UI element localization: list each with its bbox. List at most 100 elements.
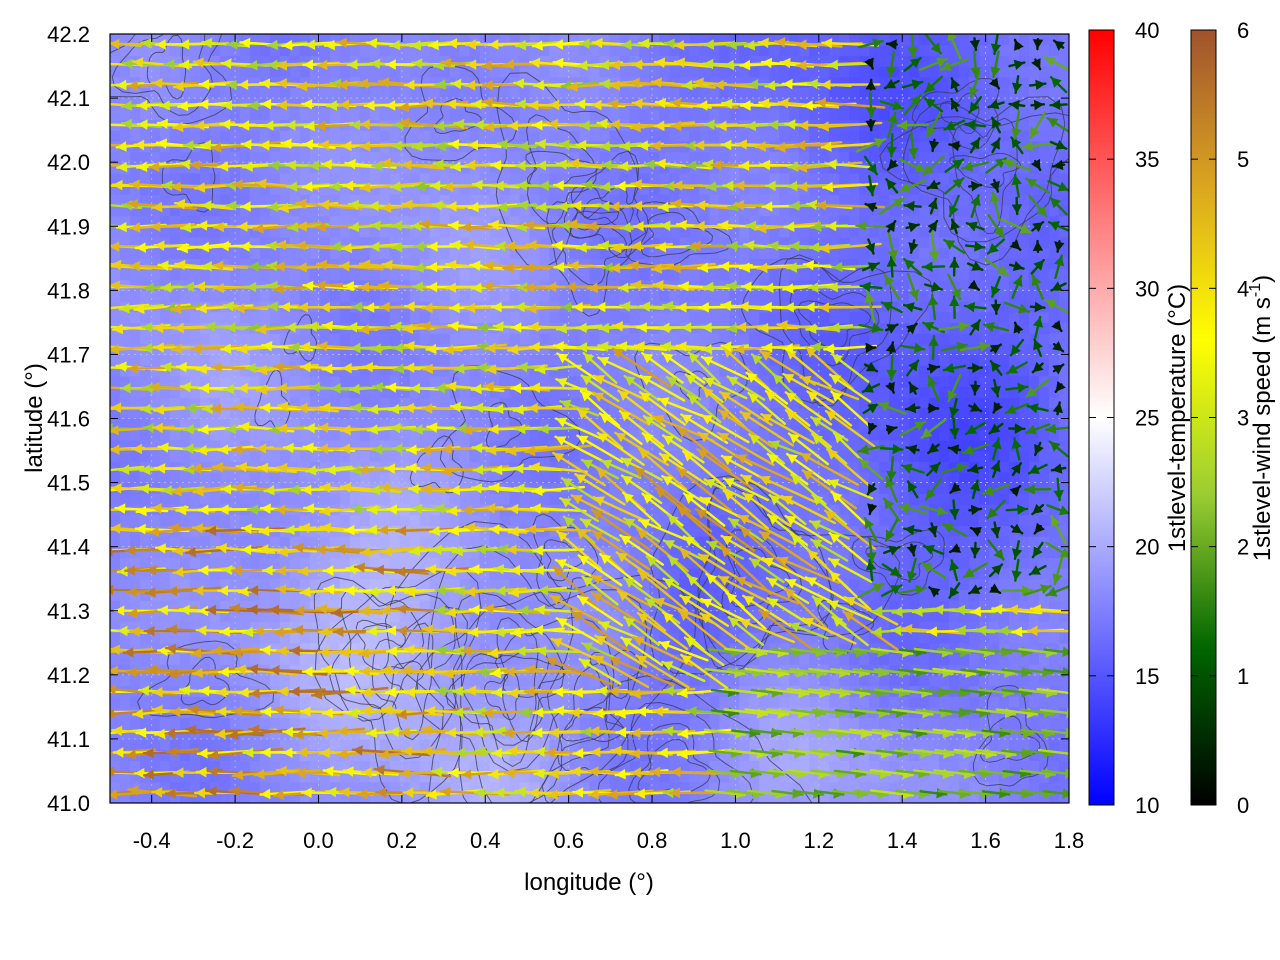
heat-cell [389,375,401,388]
heat-cell [609,236,621,249]
heat-cell [569,247,581,259]
heat-cell [639,407,650,420]
heat-cell [579,130,591,142]
heat-cell [130,642,141,655]
heat-cell [489,600,501,612]
heat-cell [279,311,291,323]
heat-cell [179,226,191,238]
heat-cell [569,578,581,590]
heat-cell [209,514,221,526]
heat-cell [579,354,591,366]
heat-cell [239,397,251,409]
heat-cell [309,269,321,281]
heat-cell [509,172,521,185]
heat-cell [459,653,471,665]
heat-cell [559,290,571,302]
heat-cell [159,760,171,772]
heat-cell [289,98,301,110]
heat-cell [679,514,690,526]
heat-cell [339,653,351,665]
heat-cell [249,792,261,803]
heat-cell [629,525,641,537]
heat-cell [599,226,611,238]
heat-cell [419,642,431,655]
heat-cell [299,674,311,687]
heat-cell [120,536,131,548]
heat-cell [679,354,690,366]
heat-cell [319,642,331,655]
heat-cell [649,183,660,195]
heat-cell [629,482,641,494]
heat-cell [199,66,211,78]
heat-cell [759,407,770,420]
heat-cell [219,397,231,409]
heat-cell [789,311,800,323]
heat-cell [409,610,421,623]
heat-cell [739,642,750,655]
heat-cell [309,749,321,761]
heat-cell [379,194,391,206]
heat-cell [110,653,121,665]
heat-cell [529,536,541,548]
heat-cell [279,108,291,121]
heat-cell [519,610,531,623]
heat-cell [699,172,710,185]
heat-cell [499,87,511,99]
heat-cell [699,236,710,249]
heat-cell [439,269,451,281]
heat-cell [259,343,271,355]
heat-cell [329,215,341,227]
heat-cell [719,600,730,612]
heat-cell [140,738,151,751]
heat-cell [409,333,421,345]
heat-cell [659,418,670,430]
heat-cell [629,450,641,462]
heat-cell [169,738,181,751]
heat-cell [729,781,740,793]
heat-cell [199,247,211,259]
heat-cell [349,44,361,56]
heat-cell [110,589,121,601]
heat-cell [309,632,321,644]
heat-cell [749,418,760,430]
heat-cell [309,151,321,163]
heat-cell [389,429,401,441]
heat-cell [399,130,411,142]
heat-cell [299,781,311,793]
heat-cell [579,44,591,56]
heat-cell [189,792,201,803]
heat-cell [309,536,321,548]
heat-cell [549,236,561,249]
heat-cell [349,247,361,259]
heat-cell [739,696,750,708]
heat-cell [759,717,770,729]
heat-cell [689,386,700,398]
heat-cell [429,536,441,548]
heat-cell [229,226,241,238]
heat-cell [629,333,641,345]
heat-cell [759,792,770,803]
heat-cell [289,333,301,345]
heat-cell [659,664,670,676]
heat-cell [529,439,541,452]
heat-cell [120,386,131,398]
heat-cell [779,749,790,761]
heat-cell [779,610,790,623]
heat-cell [150,290,161,302]
heat-cell [519,621,531,633]
heat-cell [559,546,571,558]
heat-cell [539,279,551,291]
heat-cell [439,290,451,302]
heat-cell [349,215,361,227]
heat-cell [359,642,371,655]
heat-cell [549,258,561,270]
heat-cell [449,589,461,601]
heat-cell [169,771,181,783]
heat-cell [120,204,131,217]
heat-cell [639,771,650,783]
heat-cell [140,749,151,761]
heat-cell [259,568,271,580]
heat-cell [209,738,221,751]
heat-cell [479,130,491,142]
heat-cell [619,653,631,665]
